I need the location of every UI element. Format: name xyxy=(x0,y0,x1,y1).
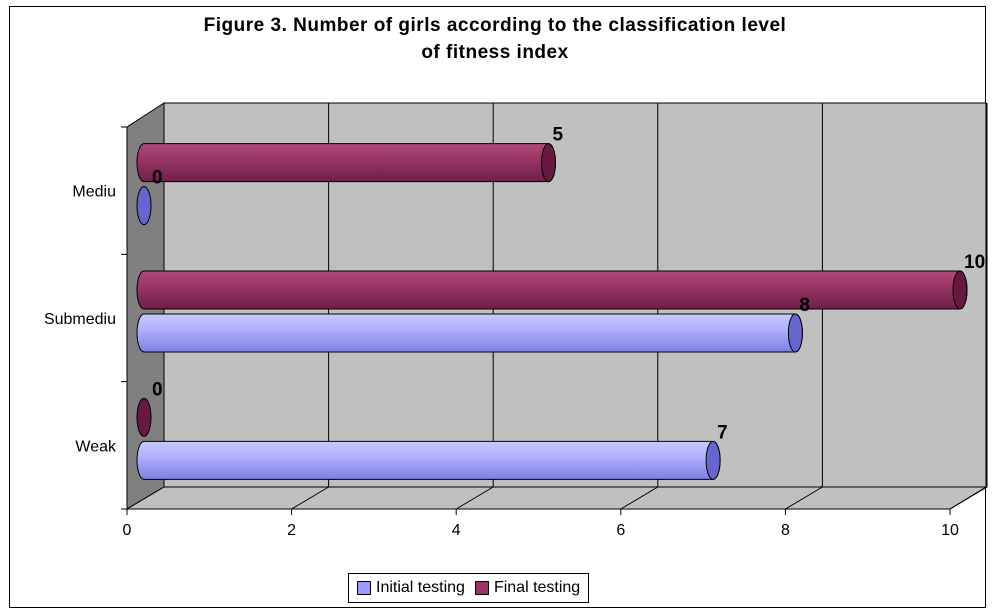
data-labels: 7 0 8 10 0 5 xyxy=(152,125,985,444)
floor-grid-line xyxy=(620,486,659,510)
data-label: 10 xyxy=(964,252,985,273)
bar-initial-submediu xyxy=(136,313,803,353)
data-label: 5 xyxy=(553,125,564,146)
chart-title-line2: of fitness index xyxy=(421,42,569,63)
value-axis-ticks: 0 2 4 6 8 10 xyxy=(123,509,959,539)
x-tick-label: 8 xyxy=(781,522,790,539)
x-tick-label: 4 xyxy=(452,522,461,539)
legend-label-initial: Initial testing xyxy=(376,579,465,596)
category-label: Weak xyxy=(75,438,117,455)
data-label: 0 xyxy=(152,379,163,400)
legend-swatch-final xyxy=(474,581,489,595)
category-label: Mediu xyxy=(72,184,116,201)
floor-grid-line xyxy=(291,486,329,510)
data-label: 7 xyxy=(717,422,728,443)
legend-swatch-initial xyxy=(357,581,371,595)
floor-wall xyxy=(125,486,988,510)
bar-final-mediu xyxy=(136,143,556,183)
bar-final-weak xyxy=(136,397,152,437)
bar-initial-mediu xyxy=(136,186,152,226)
legend-item-final: Final testing xyxy=(474,579,581,597)
x-tick-label: 6 xyxy=(616,522,625,539)
floor-grid-lines xyxy=(291,486,988,510)
category-labels: Weak Submediu Mediu xyxy=(44,184,117,456)
data-label: 8 xyxy=(799,295,810,316)
category-label: Submediu xyxy=(44,311,116,328)
x-tick-label: 0 xyxy=(123,522,132,539)
x-tick-label: 2 xyxy=(287,522,296,539)
legend: Initial testing Final testing xyxy=(348,573,590,603)
floor-grid-line xyxy=(455,486,494,510)
category-axis-ticks xyxy=(121,126,127,510)
legend-item-initial: Initial testing xyxy=(357,579,465,597)
bar-final-submediu xyxy=(136,270,968,310)
x-tick-label: 10 xyxy=(941,522,959,539)
bar-initial-weak xyxy=(136,440,721,480)
chart-title: Figure 3. Number of girls according to t… xyxy=(203,15,787,36)
floor-grid-line xyxy=(949,486,988,510)
data-label: 0 xyxy=(152,168,163,189)
legend-label-final: Final testing xyxy=(493,579,581,596)
floor-grid-line xyxy=(785,486,823,510)
bars xyxy=(136,143,968,480)
